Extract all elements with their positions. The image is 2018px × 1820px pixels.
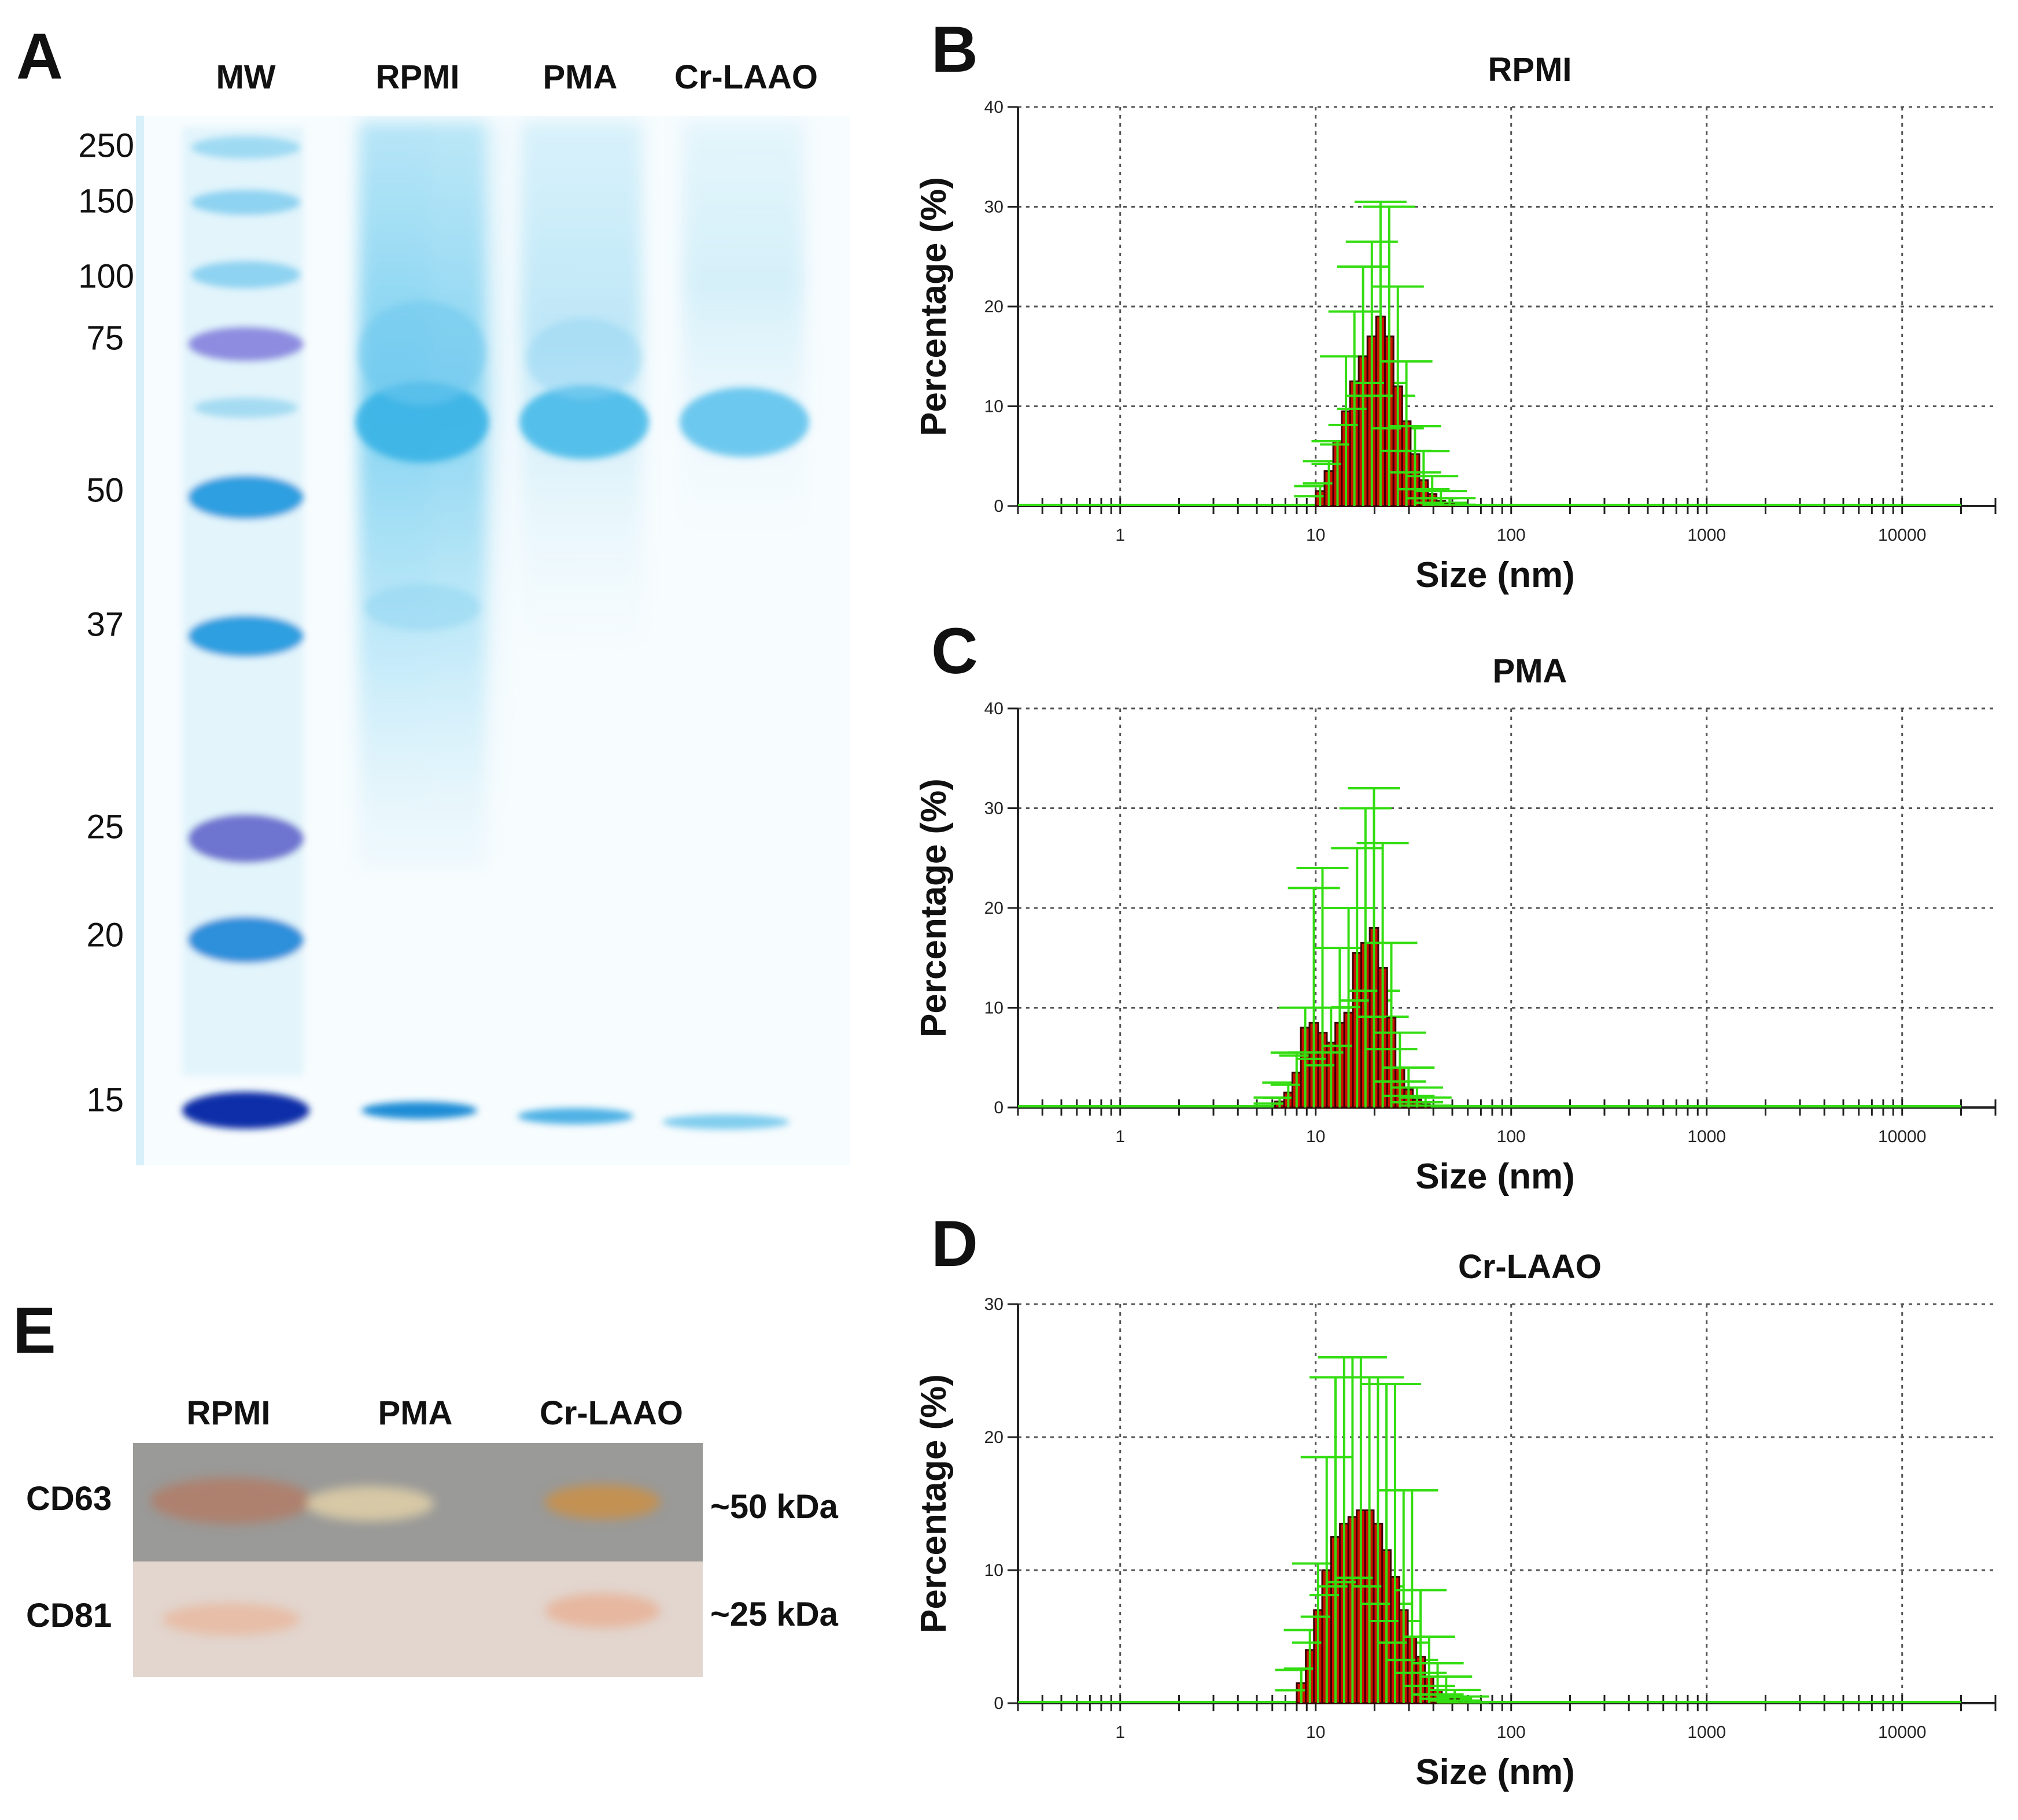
y-tick-label: 40 [984, 699, 1004, 718]
x-tick-label: 10 [1306, 1127, 1325, 1146]
mw-marker-20: 20 [86, 916, 124, 954]
x-tick-label: 1000 [1687, 1127, 1726, 1146]
blot-row-label-cd63: CD63 [26, 1480, 112, 1518]
blot-size-label-25kda: ~25 kDa [710, 1596, 838, 1633]
panel-letter-a: A [16, 20, 63, 93]
gel-lane-label-mw: MW [216, 58, 276, 96]
x-tick-label: 10000 [1878, 1127, 1926, 1146]
chart-title: PMA [1493, 652, 1567, 690]
panel-letter-c: C [931, 615, 978, 687]
y-tick-label: 10 [984, 999, 1004, 1018]
y-tick-label: 30 [984, 799, 1004, 818]
dls-histogram-rpmi: RPMI 0 10 20 30 40 1 10 100 1000 10000 Size (nm) Per… [914, 51, 1997, 595]
gel-lane-label-rpmi: RPMI [375, 58, 460, 96]
y-tick-label: 0 [994, 1694, 1004, 1713]
y-tick-label: 20 [984, 1428, 1004, 1447]
mw-marker-250: 250 [78, 127, 134, 165]
x-tick-label: 100 [1497, 1127, 1526, 1146]
y-tick-label: 30 [984, 1295, 1004, 1314]
mw-marker-25: 25 [86, 808, 124, 846]
y-tick-label: 30 [984, 198, 1004, 217]
panel-letter-d: D [931, 1208, 978, 1280]
x-tick-label: 1 [1115, 526, 1125, 545]
gel-lane-label-cr-laao: Cr-LAAO [674, 58, 818, 96]
dls-histogram-cr-laao: Cr-LAAO 0 10 20 30 1 10 100 1000 10000 Size (nm) Pe… [914, 1248, 1997, 1792]
x-tick-label: 1000 [1687, 526, 1726, 545]
x-tick-label: 100 [1497, 1723, 1526, 1742]
x-axis-title: Size (nm) [1415, 1752, 1575, 1792]
mw-marker-75: 75 [86, 319, 124, 357]
mw-marker-100: 100 [78, 257, 134, 296]
y-tick-label: 10 [984, 1561, 1004, 1580]
y-axis-title: Percentage (%) [914, 177, 954, 436]
x-axis-title: Size (nm) [1415, 1157, 1575, 1197]
blot-size-label-50kda: ~50 kDa [710, 1488, 838, 1526]
y-axis-title: Percentage (%) [914, 778, 954, 1038]
mw-marker-15: 15 [86, 1081, 124, 1119]
y-tick-label: 0 [994, 497, 1004, 516]
x-tick-label: 10000 [1878, 1723, 1926, 1742]
chart-title: Cr-LAAO [1458, 1248, 1602, 1286]
x-axis-title: Size (nm) [1415, 555, 1575, 595]
sds-page-gel-image [136, 116, 850, 1165]
y-tick-label: 20 [984, 899, 1004, 918]
blot-lane-label-pma: PMA [378, 1394, 453, 1432]
x-tick-label: 1000 [1687, 1723, 1726, 1742]
y-tick-label: 0 [994, 1098, 1004, 1117]
gel-lane-label-pma: PMA [543, 58, 618, 96]
panel-letter-b: B [931, 13, 978, 86]
x-tick-label: 10000 [1878, 526, 1926, 545]
western-blot-image [133, 1443, 703, 1677]
chart-title: RPMI [1488, 51, 1572, 88]
mw-marker-50: 50 [86, 471, 124, 510]
y-axis-title: Percentage (%) [914, 1374, 954, 1633]
mw-marker-37: 37 [86, 606, 124, 644]
y-tick-label: 10 [984, 397, 1004, 416]
x-tick-label: 10 [1306, 526, 1325, 545]
y-tick-label: 20 [984, 297, 1004, 316]
x-tick-label: 100 [1497, 526, 1526, 545]
blot-lane-label-rpmi: RPMI [186, 1394, 271, 1432]
x-tick-label: 10 [1306, 1723, 1325, 1742]
x-tick-label: 1 [1115, 1723, 1125, 1742]
x-tick-label: 1 [1115, 1127, 1125, 1146]
y-tick-label: 40 [984, 98, 1004, 117]
mw-marker-150: 150 [78, 182, 134, 220]
dls-histogram-pma: PMA 0 10 20 30 40 1 10 100 1000 10000 Size (nm) Perc… [914, 652, 1997, 1197]
blot-row-label-cd81: CD81 [26, 1597, 112, 1634]
panel-letter-e: E [13, 1294, 56, 1367]
blot-lane-label-cr-laao: Cr-LAAO [539, 1394, 684, 1432]
